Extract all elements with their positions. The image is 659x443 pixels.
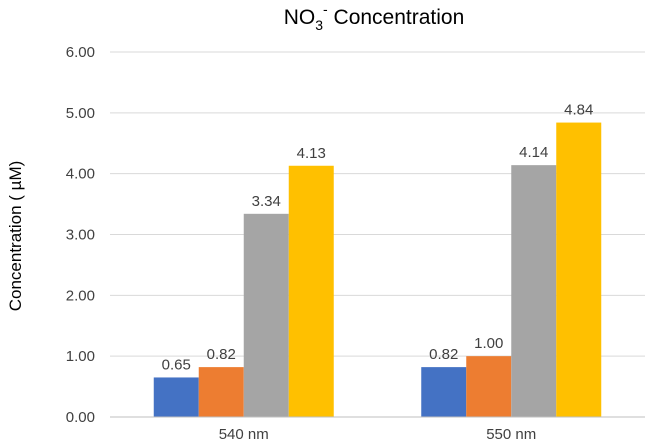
data-label: 4.14 bbox=[519, 144, 548, 161]
data-label: 1.00 bbox=[474, 335, 503, 352]
data-label: 0.82 bbox=[207, 346, 236, 363]
data-label: 0.65 bbox=[162, 356, 191, 373]
axes: 0.00 1.00 2.00 3.00 4.00 5.00 6.00 540 nm 550 nm bbox=[66, 44, 645, 443]
bar bbox=[153, 377, 199, 417]
bar bbox=[466, 356, 512, 417]
y-tick-label: 0.00 bbox=[66, 409, 95, 426]
bar bbox=[511, 165, 557, 417]
title-main: NO bbox=[284, 6, 316, 29]
bar bbox=[421, 367, 467, 417]
y-tick-label: 3.00 bbox=[66, 227, 95, 244]
data-label: 4.84 bbox=[564, 102, 593, 119]
x-tick-label: 540 nm bbox=[219, 426, 269, 443]
bars bbox=[153, 122, 602, 418]
y-tick-label: 5.00 bbox=[66, 105, 95, 122]
title-superscript: - bbox=[323, 1, 328, 17]
bar bbox=[556, 122, 602, 418]
y-tick-label: 2.00 bbox=[66, 287, 95, 304]
title-subscript: 3 bbox=[315, 17, 323, 33]
data-labels: 0.65 0.82 3.34 4.13 0.82 1.00 4.14 4.84 bbox=[162, 102, 594, 374]
title-rest: Concentration bbox=[328, 6, 465, 29]
chart-title: NO3- Concentration bbox=[284, 1, 465, 33]
y-axis-title: Concentration ( µM) bbox=[6, 161, 25, 312]
data-label: 3.34 bbox=[252, 193, 281, 210]
x-tick-label: 550 nm bbox=[486, 426, 536, 443]
y-tick-label: 1.00 bbox=[66, 348, 95, 365]
bar bbox=[288, 165, 334, 417]
bar bbox=[243, 213, 289, 417]
data-label: 4.13 bbox=[297, 145, 326, 162]
bar bbox=[198, 367, 244, 417]
data-label: 0.82 bbox=[429, 346, 458, 363]
y-tick-label: 6.00 bbox=[66, 44, 95, 61]
y-tick-label: 4.00 bbox=[66, 166, 95, 183]
